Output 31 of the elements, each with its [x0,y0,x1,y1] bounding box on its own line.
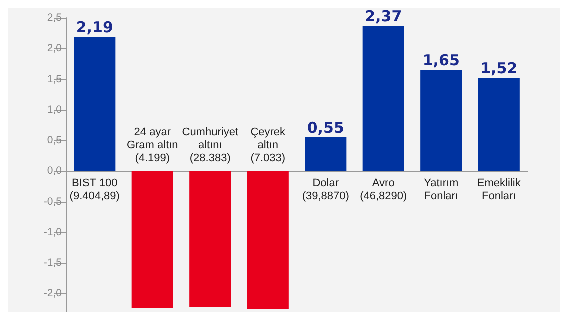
data-label: 2,37 [365,7,402,26]
bar [362,26,404,172]
bar [247,171,289,310]
x-tick-label: BIST 100 (9.404,89) [70,178,120,203]
x-tick-label: Çeyrek altın (7.033) [250,126,286,165]
x-tick-label: Dolar (39,8870) [302,178,350,203]
x-tick-label: Emeklilik Fonları [477,178,522,203]
y-tick-label: 2,5 [47,12,62,24]
y-tick-label: -1,0 [44,226,62,238]
y-tick-label: 1,0 [47,104,62,116]
data-label: 0,55 [307,118,344,137]
x-tick-label: Avro (46,8290) [360,178,408,203]
y-tick-label: 2,0 [47,42,62,55]
x-tick-label: 24 ayar Gram altın (4.199) [126,126,178,165]
data-label: 2,19 [76,18,114,36]
x-tick-label: Yatırım Fonları [424,178,459,203]
data-label: 1,65 [422,52,460,70]
bar [420,70,462,172]
y-tick-label: -2,0 [44,288,62,300]
y-tick-label: 0,0 [47,165,62,178]
data-label: 1,52 [480,60,518,78]
bar [190,171,232,308]
y-tick-label: -1,5 [44,257,62,269]
y-tick-label: -0,5 [44,196,62,208]
bar [305,137,347,172]
y-tick-label: 0,5 [47,134,62,146]
bar [478,78,520,172]
x-tick-label: Cumhuriyet altını (28.383) [182,126,238,165]
bar [132,171,174,308]
y-tick-label: 1,5 [47,73,62,86]
bar [74,36,116,172]
